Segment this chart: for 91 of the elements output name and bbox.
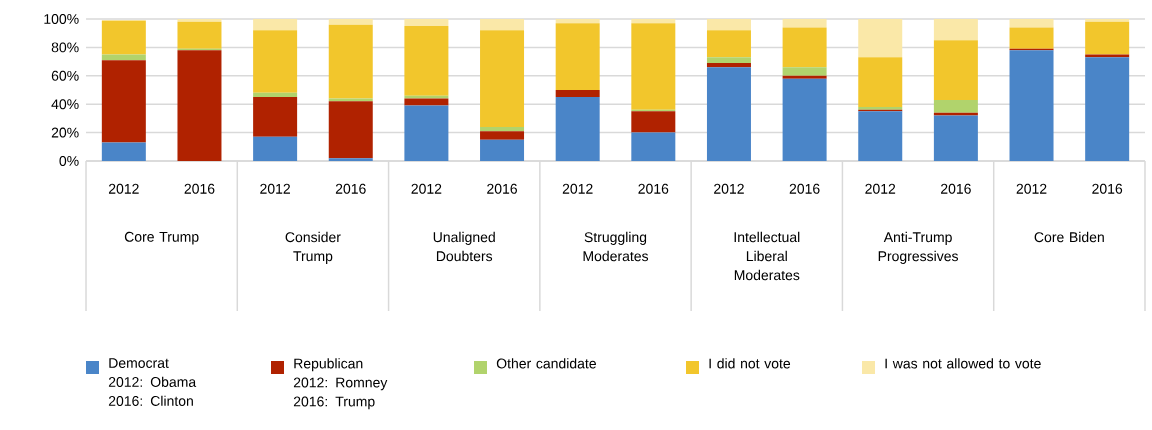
legend-label: Democrat 2012: Obama 2016: Clinton (108, 358, 197, 406)
legend-label: Other candidate (496, 358, 596, 369)
bar (555, 97, 600, 161)
y-tick-label: 100% (44, 14, 79, 24)
y-tick-label: 0% (59, 156, 79, 166)
bar (933, 115, 978, 161)
text: Core Biden (1034, 231, 1104, 243)
y-tick-label: 80% (51, 42, 79, 53)
bar (480, 139, 525, 161)
text: Unaligned Doubters (433, 231, 495, 262)
bar (858, 57, 903, 108)
bar (782, 78, 827, 161)
x-tick-label: 2016 (789, 183, 820, 194)
bar (404, 95, 449, 99)
bar (782, 27, 827, 68)
bar (782, 18, 827, 28)
bar (177, 21, 222, 49)
legend-label: I did not vote (709, 358, 791, 369)
bar (1009, 27, 1054, 49)
bar (631, 23, 676, 110)
bar (631, 111, 676, 133)
bar (933, 112, 978, 116)
bar (404, 105, 449, 161)
x-tick-label: 2016 (941, 183, 971, 194)
bar (631, 18, 676, 24)
x-tick-label: 2016 (1092, 183, 1123, 194)
bar (782, 67, 827, 76)
bar (404, 18, 449, 27)
bar (253, 136, 298, 161)
text: Anti-Trump Progressives (878, 231, 959, 264)
bar (480, 30, 525, 127)
legend-label: I was not allowed to vote (885, 358, 1041, 369)
bar (328, 158, 373, 161)
bar (706, 30, 751, 58)
bar (101, 20, 146, 55)
y-tick-label: 60% (51, 70, 79, 81)
x-tick-label: 2012 (260, 183, 290, 194)
bar (480, 126, 525, 132)
bar (933, 18, 978, 41)
text: Core Trump (124, 231, 199, 245)
legend-label: Republican 2012: Romney 2016: Trump (293, 358, 388, 410)
bar (253, 92, 298, 98)
x-tick-label: 2016 (487, 183, 517, 194)
bar (253, 30, 298, 93)
bar (253, 97, 298, 137)
bar (480, 131, 525, 140)
x-tick-label: 2012 (714, 183, 744, 194)
bar (933, 99, 978, 113)
bar (555, 89, 600, 98)
bar (555, 18, 600, 24)
bar (555, 23, 600, 90)
bar (1009, 50, 1054, 161)
bar (1009, 18, 1054, 28)
bar (328, 18, 373, 25)
x-tick-label: 2016 (184, 183, 215, 194)
bar (253, 18, 298, 31)
bar (706, 63, 751, 68)
x-tick-label: 2016 (638, 183, 669, 194)
x-tick-label: 2012 (411, 183, 442, 194)
bar (858, 18, 903, 58)
text: Intellectual Liberal Moderates (734, 231, 800, 281)
bar (1085, 21, 1130, 55)
x-tick-label: 2012 (108, 183, 139, 194)
x-tick-label: 2012 (865, 183, 896, 194)
x-tick-label: 2012 (1016, 183, 1047, 194)
bar (1085, 18, 1130, 22)
bar (101, 54, 146, 61)
bar (328, 101, 373, 159)
bar (706, 67, 751, 161)
bar (933, 40, 978, 100)
bar (1085, 54, 1130, 58)
bar (101, 142, 146, 161)
bar (404, 26, 449, 96)
bar (706, 57, 751, 64)
bar (328, 24, 373, 99)
bar (631, 132, 676, 161)
bar (480, 18, 525, 31)
bar (177, 50, 222, 161)
bar (404, 98, 449, 106)
x-tick-label: 2016 (335, 183, 366, 194)
bar (782, 75, 827, 79)
bar (1085, 57, 1130, 161)
y-tick-label: 20% (51, 127, 79, 138)
x-tick-label: 2012 (562, 183, 593, 194)
bar (177, 18, 222, 22)
y-tick-label: 40% (51, 99, 79, 110)
text: Consider Trump (285, 231, 341, 264)
text: Struggling Moderates (583, 231, 649, 262)
bar (101, 60, 146, 143)
bar (858, 111, 903, 161)
bar (706, 18, 751, 31)
